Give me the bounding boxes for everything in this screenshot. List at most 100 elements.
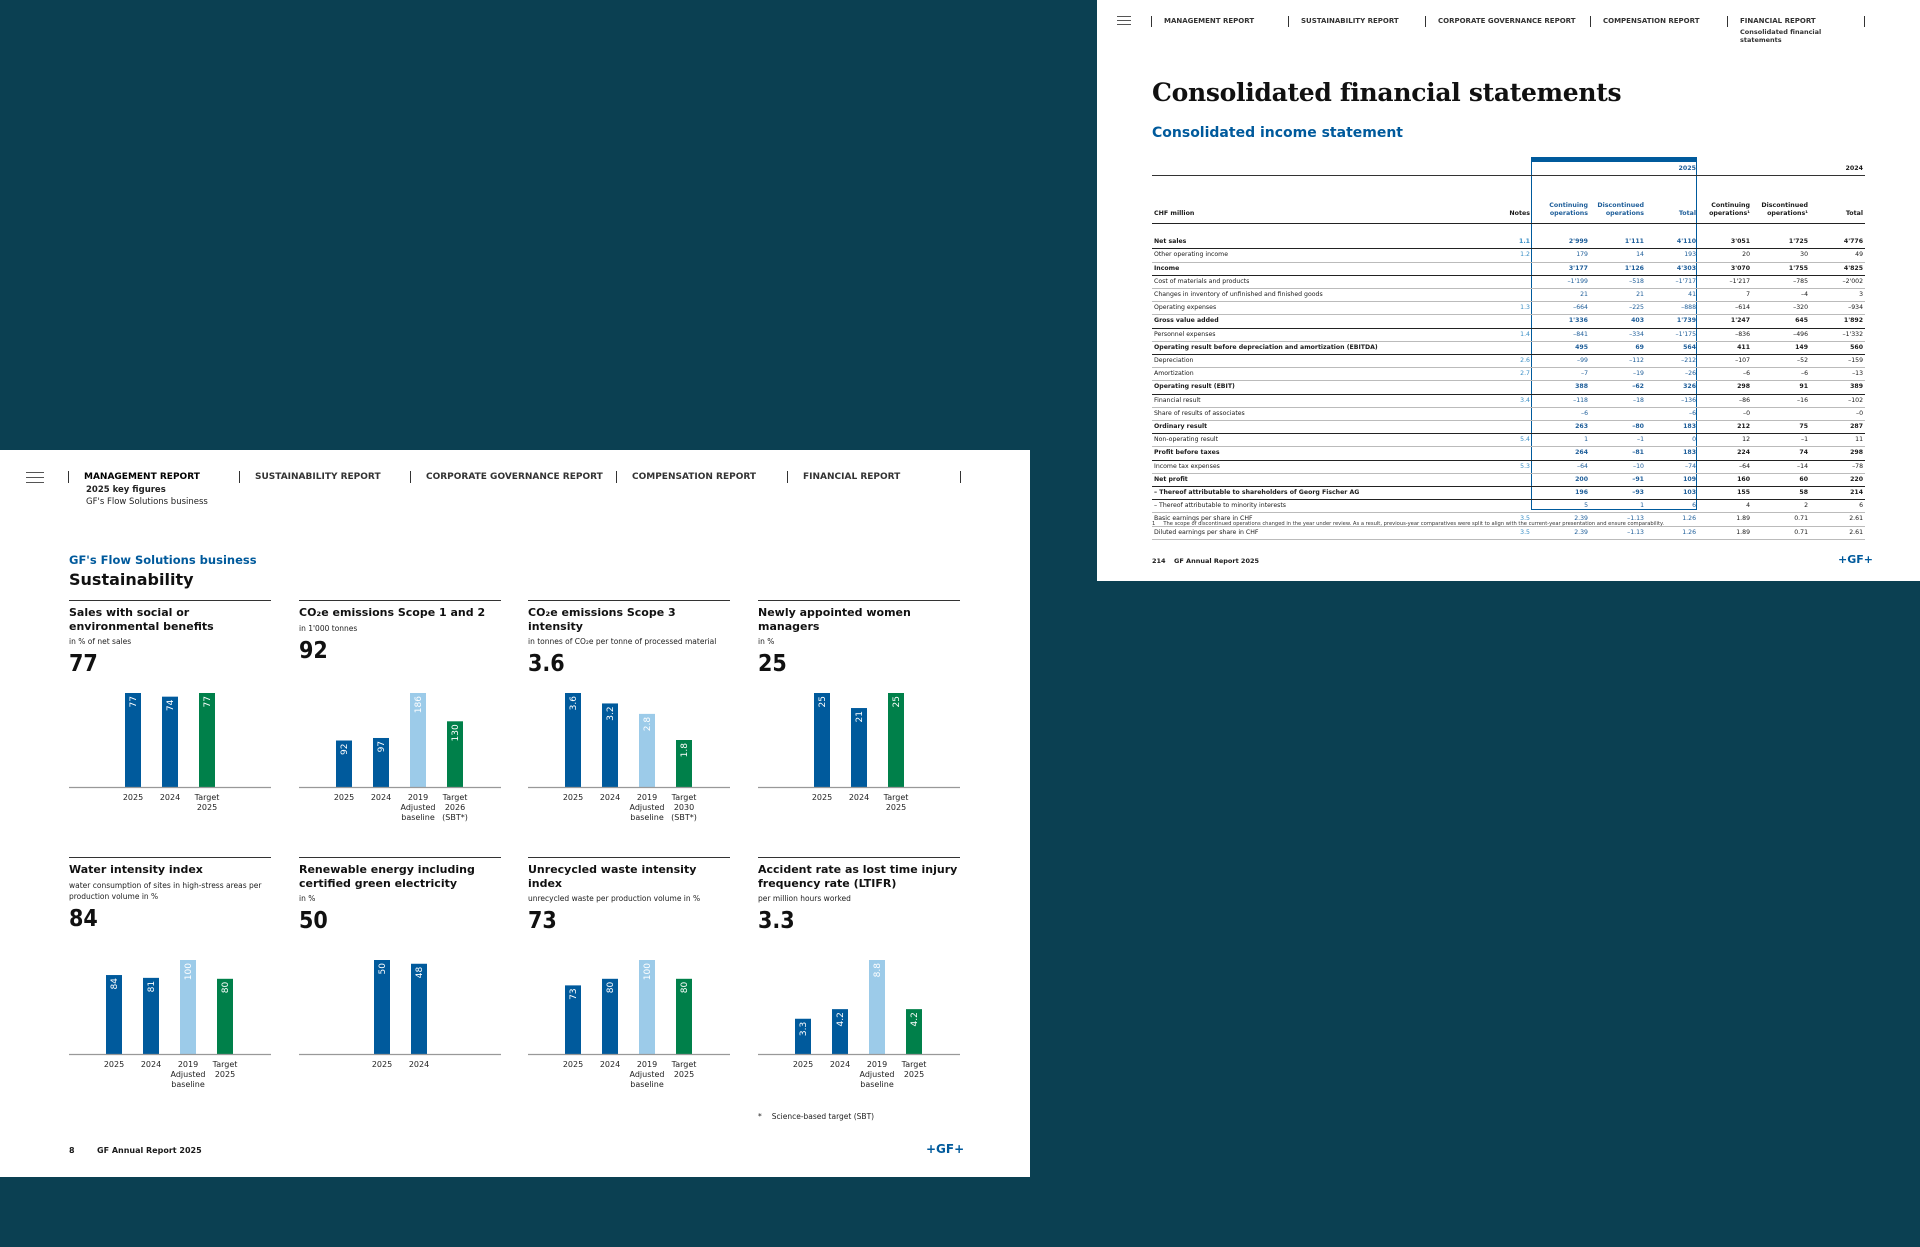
table-cell: –4 (1752, 288, 1811, 303)
kpi-headline-value: 92 (299, 637, 328, 664)
table-cell: –1 (1752, 433, 1811, 448)
row-label: Other operating income (1152, 248, 1492, 263)
table-cell: –0 (1698, 407, 1753, 422)
table-cell: –225 (1590, 301, 1646, 316)
row-note-link[interactable]: 5.4 (1492, 433, 1532, 448)
table-cell: –836 (1698, 328, 1753, 342)
row-note-link[interactable]: 1.2 (1492, 248, 1532, 263)
row-label: – Thereof attributable to shareholders o… (1152, 486, 1492, 501)
nav-financial-report[interactable]: FINANCIAL REPORT (787, 471, 960, 483)
kpi-unit: in tonnes of CO₂e per tonne of processed… (528, 637, 717, 646)
x-tick-label: baseline (860, 1080, 894, 1089)
chart-bar (795, 1018, 811, 1054)
x-tick-label: 2025 (674, 1070, 694, 1079)
table-cell: 411 (1698, 341, 1753, 356)
table-cell: 263 (1532, 420, 1590, 435)
row-note-link[interactable]: 1.1 (1492, 236, 1532, 250)
table-cell: 4 (1698, 499, 1753, 514)
row-note-link[interactable]: 2.6 (1492, 354, 1532, 369)
table-cell: –1 (1590, 433, 1646, 448)
row-note-link[interactable]: 5.3 (1492, 460, 1532, 474)
bar-value-label: 130 (451, 724, 461, 741)
kpi-unit: in % (299, 894, 316, 903)
row-label: Non-operating result (1152, 433, 1492, 448)
table-cell: 183 (1646, 446, 1699, 461)
table-cell: –99 (1532, 354, 1590, 369)
table-cell: –6 (1698, 367, 1753, 382)
top-navigation: MANAGEMENT REPORT SUSTAINABILITY REPORT … (68, 471, 960, 483)
nav-management-report[interactable]: MANAGEMENT REPORT (68, 471, 239, 483)
table-cell: 193 (1646, 248, 1699, 263)
nav-compensation-report[interactable]: COMPENSATION REPORT (1590, 16, 1727, 27)
menu-icon[interactable] (26, 472, 44, 483)
table-cell: –6 (1646, 407, 1699, 422)
bar-value-label: 92 (340, 744, 350, 755)
table-row: Cost of materials and products –1'199 –518… (1152, 275, 1866, 290)
row-note-link[interactable]: 1.4 (1492, 328, 1532, 342)
table-cell: 7 (1698, 288, 1753, 303)
table-cell: 1'755 (1752, 262, 1811, 276)
row-note-link[interactable]: 2.7 (1492, 367, 1532, 382)
table-row: Other operating income 1.2 179 14 193 20 30 49 (1152, 248, 1866, 263)
chart-bar (851, 708, 867, 787)
row-note-link[interactable]: 1.3 (1492, 301, 1532, 316)
table-cell: –118 (1532, 394, 1590, 408)
row-label: Financial result (1152, 394, 1492, 408)
table-row: Operating result (EBIT) 388 –62 326 298 91 389 (1152, 380, 1866, 395)
menu-icon[interactable] (1117, 16, 1131, 25)
table-cell: –1'332 (1810, 328, 1866, 342)
table-row: – Thereof attributable to minority inter… (1152, 499, 1866, 514)
nav-sustainability-report[interactable]: SUSTAINABILITY REPORT (1288, 16, 1425, 27)
section-subtitle: Consolidated income statement (1152, 125, 1404, 141)
row-label: Changes in inventory of unfinished and f… (1152, 288, 1492, 303)
top-navigation: MANAGEMENT REPORT SUSTAINABILITY REPORT … (1151, 16, 1865, 44)
kpi-card: Water intensity index water consumption o… (69, 857, 271, 1089)
row-note-link[interactable]: 3.5 (1492, 512, 1532, 527)
footnote-text: The scope of discontinued operations cha… (1163, 521, 1665, 527)
table-cell: –10 (1590, 460, 1646, 474)
row-note-link (1492, 314, 1532, 329)
nav-management-report[interactable]: MANAGEMENT REPORT (1151, 16, 1288, 27)
page-title: Sustainability (69, 570, 194, 589)
nav-financial-report-sub[interactable]: Consolidated financial statements (1740, 28, 1822, 44)
row-note-link[interactable]: 3.4 (1492, 394, 1532, 408)
income-statement-table: 2025 2024 CHF million Notes Continuing o… (1152, 163, 1866, 540)
nav-financial-report[interactable]: FINANCIAL REPORT Consolidated financial … (1727, 16, 1865, 44)
nav-compensation-report[interactable]: COMPENSATION REPORT (616, 471, 787, 483)
nav-sustainability-report[interactable]: SUSTAINABILITY REPORT (239, 471, 410, 483)
table-cell: –2'002 (1810, 275, 1866, 290)
table-cell: –86 (1698, 394, 1753, 408)
table-cell: 2.39 (1532, 512, 1590, 527)
col-header-discontinued-2025: Discontinued operations (1590, 175, 1646, 225)
nav-subsection-subtitle[interactable]: GF's Flow Solutions business (86, 497, 208, 507)
row-note-link[interactable]: 3.5 (1492, 526, 1532, 540)
row-note-link (1492, 275, 1532, 290)
table-cell: –7 (1532, 367, 1590, 382)
table-cell: –78 (1810, 460, 1866, 474)
kpi-bar-chart: 50 2025 48 2024 (299, 960, 501, 1069)
x-tick-label: 2025 (123, 793, 143, 802)
chart-bar (602, 703, 618, 787)
table-cell: 200 (1532, 473, 1590, 488)
kpi-title: Water intensity index (69, 863, 203, 876)
table-cell: 3'070 (1698, 262, 1753, 276)
table-cell: 12 (1698, 433, 1753, 448)
nav-corporate-governance-report[interactable]: CORPORATE GOVERNANCE REPORT (1425, 16, 1590, 27)
x-tick-label: 2024 (600, 793, 620, 802)
bar-value-label: 74 (166, 699, 176, 711)
table-row: Income 3'177 1'126 4'303 3'070 1'755 4'825 (1152, 262, 1866, 276)
x-tick-label: Adjusted (629, 1070, 664, 1079)
nav-corporate-governance-report[interactable]: CORPORATE GOVERNANCE REPORT (410, 471, 616, 483)
table-cell: –888 (1646, 301, 1699, 316)
bar-value-label: 3.2 (606, 706, 616, 720)
nav-subsection-title[interactable]: 2025 key figures (86, 485, 166, 495)
table-cell: 326 (1646, 380, 1699, 395)
table-cell: –74 (1646, 460, 1699, 474)
table-cell: –1'217 (1698, 275, 1753, 290)
table-cell: 14 (1590, 248, 1646, 263)
x-tick-label: 2019 (408, 793, 428, 802)
x-tick-label: 2025 (904, 1070, 924, 1079)
kpi-card: Sales with social or environmental benef… (69, 600, 271, 831)
